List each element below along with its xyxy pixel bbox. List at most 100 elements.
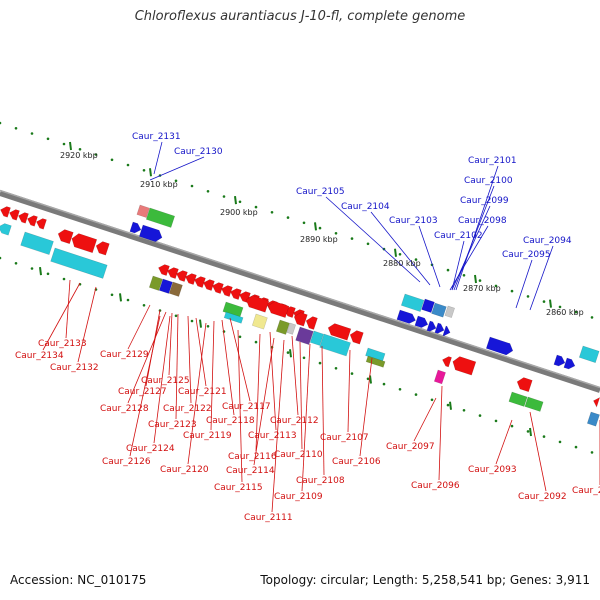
gene-glyph (434, 322, 445, 334)
gene-glyph (305, 316, 318, 330)
tick-major (39, 267, 42, 276)
gene-box (158, 278, 173, 294)
tick-dot (46, 137, 50, 141)
gene-label-caur-2114: Caur_2114 (226, 466, 275, 476)
leader-line (77, 286, 97, 363)
tick-dot (318, 226, 322, 230)
gene-label-caur-2092: Caur_2092 (518, 492, 567, 502)
scale-ticks (0, 121, 594, 454)
gene-glyph (396, 309, 416, 324)
gene-glyph (516, 377, 533, 393)
tick-dot (318, 361, 322, 365)
gene-box (145, 207, 176, 228)
gene-label-caur-2110: Caur_2110 (274, 450, 323, 460)
gene-label-caur-2123: Caur_2123 (148, 420, 197, 430)
gene-label-caur-2107: Caur_2107 (320, 433, 369, 443)
gene-box (578, 345, 600, 364)
gene-label-caur-2134: Caur_2134 (15, 351, 64, 361)
gene-glyph (414, 315, 429, 328)
tick-dot (62, 142, 66, 146)
gene-box (431, 302, 447, 318)
tick-major (449, 401, 452, 410)
leader-line (153, 141, 163, 175)
gene-glyph (563, 357, 576, 370)
gene-glyph (176, 270, 188, 282)
gene-label-caur-2127: Caur_2127 (118, 387, 167, 397)
tick-dot (206, 325, 210, 328)
tick-major (314, 222, 317, 231)
gene-glyph (426, 320, 437, 332)
leader-line (253, 337, 275, 466)
gene-label-caur-2093: Caur_2093 (468, 465, 517, 475)
accession-text: Accession: NC_010175 (10, 573, 147, 587)
leader-line (495, 419, 513, 465)
tick-dot (126, 298, 130, 302)
gene-labels: Caur_2131 Caur_2130 Caur_2105 Caur_2104 Caur… (15, 132, 600, 523)
gene-glyph (452, 356, 477, 376)
gene-label-caur-2121: Caur_2121 (178, 387, 227, 397)
tick-dot (574, 445, 578, 449)
tick-dot (270, 211, 274, 214)
gene-box (50, 247, 108, 279)
gene-glyph (18, 212, 29, 224)
tick-dot (478, 279, 482, 282)
leader-line (255, 333, 261, 452)
tick-dot (190, 319, 194, 323)
tick-dot (238, 335, 242, 339)
gene-label-caur-2115: Caur_2115 (214, 483, 263, 493)
genome-summary-text: Topology: circular; Length: 5,258,541 bp… (260, 573, 590, 587)
leader-line (413, 397, 437, 442)
leader-line (359, 357, 373, 457)
gene-label-caur-2126: Caur_2126 (102, 457, 151, 467)
leader-line (529, 245, 554, 311)
gene-glyph (71, 233, 98, 254)
tick-dot (334, 232, 338, 235)
scale-label-kbp-2860: 2860 kbp (546, 308, 584, 317)
gene-label-caur-2097: Caur_2097 (386, 442, 435, 452)
gene-glyph (442, 325, 451, 337)
genome-backbone (0, 190, 600, 393)
tick-dot (414, 258, 418, 261)
gene-label-caur-2128: Caur_2128 (100, 404, 149, 414)
scale-label-kbp-2880: 2880 kbp (383, 259, 421, 268)
tick-major (474, 274, 477, 284)
tick-dot (334, 367, 338, 370)
leader-line (515, 259, 533, 309)
tick-dot (590, 316, 594, 319)
tick-dot (478, 414, 482, 417)
gene-glyph (0, 206, 11, 218)
leader-line (127, 311, 167, 404)
gene-label-caur-2125: Caur_2125 (141, 376, 190, 386)
leader-line (229, 317, 251, 402)
leader-line (291, 335, 299, 416)
gene-box (524, 396, 544, 412)
gene-glyph (95, 241, 110, 256)
tick-dot (142, 304, 146, 307)
tick-dot (0, 256, 2, 260)
tick-dot (462, 409, 466, 412)
gene-glyph (327, 323, 352, 341)
tick-dot (590, 451, 594, 454)
gene-glyph (553, 354, 566, 367)
gene-glyph (293, 312, 308, 327)
scale-label-kbp-2910: 2910 kbp (140, 180, 178, 189)
gene-label-caur-2116: Caur_2116 (228, 452, 277, 462)
leader-line (237, 329, 243, 483)
gene-box (508, 391, 528, 407)
gene-label-caur-2104: Caur_2104 (341, 202, 390, 212)
leader-line (451, 240, 465, 291)
tick-dot (94, 153, 98, 156)
leader-line (269, 331, 277, 431)
gene-box (251, 313, 268, 330)
tick-dot (30, 267, 34, 270)
leader-line (221, 319, 235, 416)
tick-dot (142, 169, 146, 172)
gene-glyph (167, 267, 179, 279)
map-title: Chloroflexus aurantiacus J-10-fl, comple… (134, 9, 466, 24)
tick-dot (366, 242, 370, 246)
gene-box (365, 355, 386, 368)
leader-line (65, 279, 71, 339)
leader-line (418, 225, 441, 288)
